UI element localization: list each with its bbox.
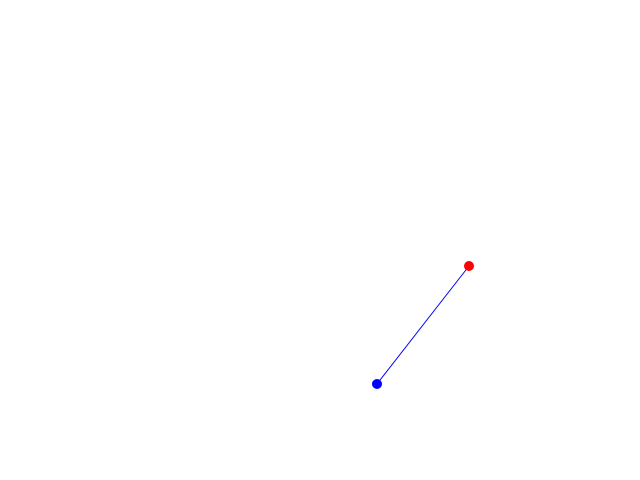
base-point: [372, 379, 382, 389]
link-line: [376, 265, 470, 385]
target-point: [464, 261, 474, 271]
